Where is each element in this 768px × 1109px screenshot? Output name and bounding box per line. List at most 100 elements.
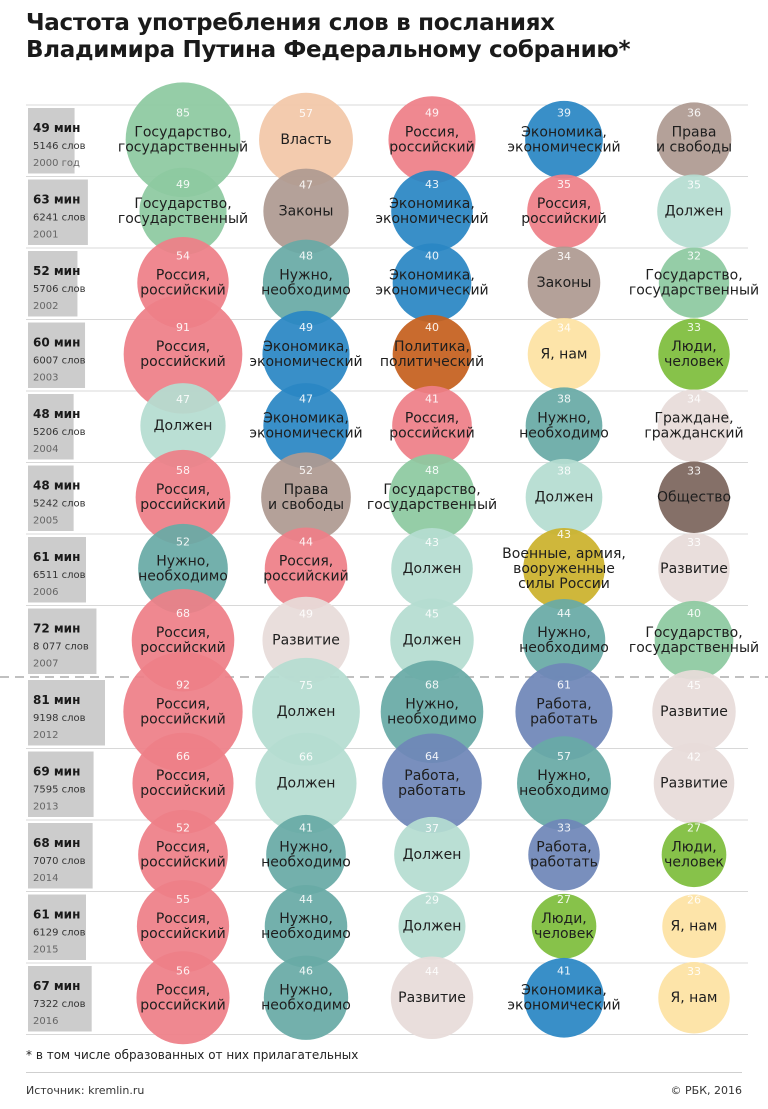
bubble-label-line: Россия, xyxy=(537,196,591,212)
bubble-label-line: Россия, xyxy=(405,124,459,140)
duration-label: 60 мин xyxy=(33,336,80,350)
bubble-label-line: Развитие xyxy=(398,990,466,1006)
bubble-value: 27 xyxy=(557,893,571,906)
words-label: 6007 слов xyxy=(33,356,86,367)
bubble-label: Нужно, необходимо xyxy=(261,911,351,942)
bubble-circle xyxy=(390,598,474,682)
words-label: 5242 слов xyxy=(33,499,86,510)
bubble: 41 Нужно, необходимо xyxy=(261,814,351,895)
bubble-value: 58 xyxy=(176,464,190,477)
duration-label: 61 мин xyxy=(33,908,80,922)
words-label: 5206 слов xyxy=(33,427,86,438)
bubble: 64 Работа, работать xyxy=(382,733,482,834)
row-2002: 52 мин 5706 слов 2002 xyxy=(26,247,748,317)
bubble-circle xyxy=(123,652,243,772)
bubble-label-line: силы России xyxy=(518,576,610,592)
bubble-label-line: Я, нам xyxy=(541,346,588,362)
bubble-label-line: Россия, xyxy=(156,768,210,784)
bubble-label-line: Должен xyxy=(277,704,336,720)
bubble-value: 33 xyxy=(687,965,701,978)
bubble: 33 Я, нам xyxy=(658,962,730,1034)
bubble-circle xyxy=(132,732,234,834)
bubble-label: Россия, российский xyxy=(140,696,225,727)
bubble-label: Политика, политический xyxy=(380,339,484,370)
bubble: 49 Экономика, экономический xyxy=(249,310,363,398)
bubble-label: Нужно, необходимо xyxy=(519,410,609,441)
bubble: 49 Развитие xyxy=(262,596,350,684)
bubble-label-line: человек xyxy=(664,354,724,370)
bubble-circle xyxy=(136,951,230,1045)
bubble-label: Я, нам xyxy=(671,918,718,934)
bubble-label-line: российский xyxy=(140,497,225,513)
bubble-label-line: человек xyxy=(534,926,594,942)
bubble-circle xyxy=(138,523,228,614)
bubble: 35 Россия, российский xyxy=(521,174,607,249)
bubble-value: 47 xyxy=(299,392,313,405)
bubble-circle xyxy=(527,246,601,320)
bubble-circle xyxy=(139,167,227,255)
bubble-circle xyxy=(391,527,473,610)
words-label: 7070 слов xyxy=(33,856,86,867)
bubble-circle xyxy=(527,174,601,249)
year-label: 2014 xyxy=(33,873,58,884)
bubble-label: Должен xyxy=(403,847,462,863)
bubble: 49 Россия, российский xyxy=(388,96,476,184)
bubble-label-line: необходимо xyxy=(261,997,351,1013)
bubble-circle xyxy=(522,598,606,682)
bubble: 33 Работа, работать xyxy=(528,819,600,891)
bubble-circle xyxy=(525,100,603,179)
bubble-value: 49 xyxy=(299,607,313,620)
bubble-label-line: Государство, xyxy=(134,196,231,212)
row-2015: 61 мин 6129 слов 2015 xyxy=(26,891,748,960)
bubble-label: Россия, российский xyxy=(140,339,225,370)
bubble-value: 36 xyxy=(687,106,701,119)
bubble-label: Я, нам xyxy=(671,990,718,1006)
bubble: 48 Нужно, необходимо xyxy=(261,239,351,326)
bubble-value: 26 xyxy=(687,893,701,906)
bubble: 40 Экономика, экономический xyxy=(375,243,489,323)
bubble-label-line: Должен xyxy=(535,489,594,505)
bubble-circle xyxy=(652,670,736,754)
bubble: 48 Государство, государственный xyxy=(367,454,497,541)
bubble-value: 46 xyxy=(299,964,313,977)
bubble-label-line: Я, нам xyxy=(671,918,718,934)
bubble-circle xyxy=(661,822,727,888)
bubble-label: Экономика, экономический xyxy=(249,339,362,370)
bubble-label: Нужно, необходимо xyxy=(138,553,228,584)
bubble-label-line: Должен xyxy=(403,632,462,648)
bubble-circle xyxy=(391,170,473,253)
bubble-value: 29 xyxy=(425,893,439,906)
bubble-value: 49 xyxy=(299,321,313,334)
bubble-value: 68 xyxy=(176,607,190,620)
duration-label: 48 мин xyxy=(33,407,80,421)
bubble-circle xyxy=(259,92,353,187)
bubble-value: 68 xyxy=(425,678,439,691)
bubble-label-line: необходимо xyxy=(519,783,609,799)
chart-title: Частота употребления слов в посланиях Вл… xyxy=(26,10,746,64)
bubble-label-line: Россия, xyxy=(156,911,210,927)
bubble-label-line: Права xyxy=(672,124,717,140)
bubble: 61 Работа, работать xyxy=(515,663,613,761)
row-2007: 72 мин 8 077 слов 2007 xyxy=(26,605,748,674)
year-label: 2013 xyxy=(33,802,58,813)
bubble-label-line: российский xyxy=(140,926,225,942)
footnote: * в том числе образованных от них прилаг… xyxy=(26,1048,359,1062)
bubble-label-line: Нужно, xyxy=(156,553,210,569)
bubble: 33 Люди, человек xyxy=(658,318,730,390)
bubble-label-line: Россия, xyxy=(156,625,210,641)
bubble-circle xyxy=(658,247,730,318)
bubble-label: Должен xyxy=(665,203,724,219)
bubble-label-line: Права xyxy=(284,482,329,498)
duration-bar xyxy=(28,823,93,889)
bubble-label-line: Экономика, xyxy=(521,124,607,140)
bubble: 39 Экономика, экономический xyxy=(507,100,621,179)
row-2014: 68 мин 7070 слов 2014 xyxy=(26,819,748,889)
bubble-label-line: российский xyxy=(389,139,474,155)
bubble-label-line: российский xyxy=(140,282,225,298)
bubble-label-line: российский xyxy=(140,640,225,656)
bubble-label-line: Экономика, xyxy=(389,196,475,212)
bubble: 40 Государство, государственный xyxy=(629,600,759,680)
bubble-label-line: российский xyxy=(521,211,606,227)
bubble: 27 Люди, человек xyxy=(661,821,727,888)
words-label: 6241 слов xyxy=(33,213,86,224)
